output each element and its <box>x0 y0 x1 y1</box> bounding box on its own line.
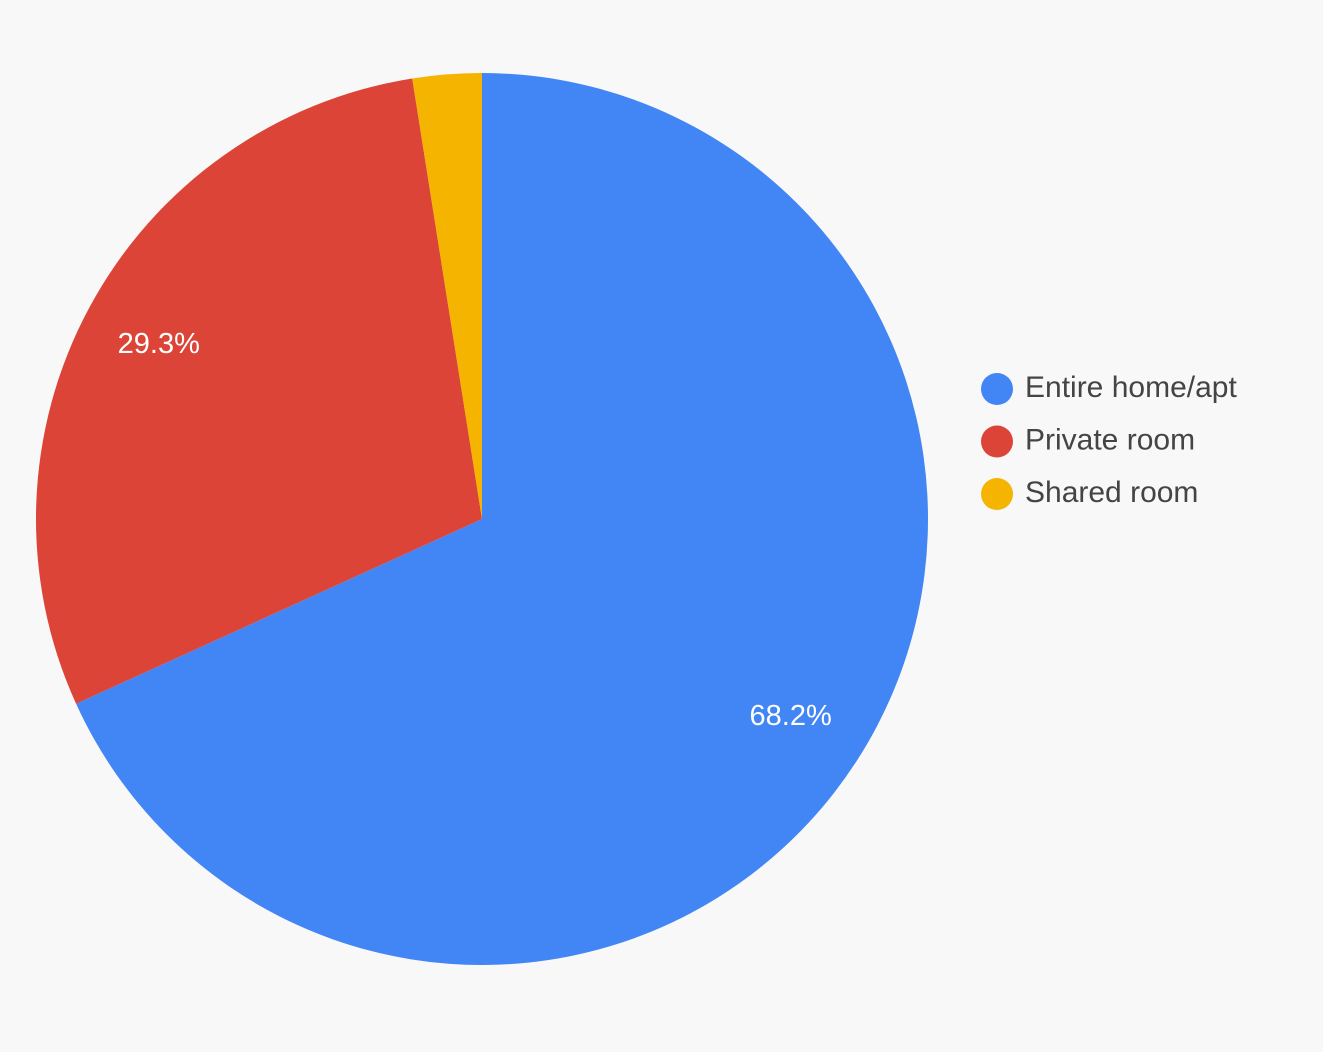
slice-label: 29.3% <box>118 328 200 360</box>
pie-slice <box>412 73 482 519</box>
pie-slice <box>76 73 929 965</box>
slice-label: 68.2% <box>750 700 832 732</box>
pie-slice <box>35 78 483 704</box>
legend-label: Shared room <box>1025 476 1198 509</box>
legend-marker <box>981 373 1013 405</box>
legend-label: Private room <box>1025 423 1195 456</box>
legend-marker <box>981 478 1013 510</box>
legend-marker <box>981 425 1013 458</box>
legend-label: Entire home/apt <box>1025 371 1237 404</box>
